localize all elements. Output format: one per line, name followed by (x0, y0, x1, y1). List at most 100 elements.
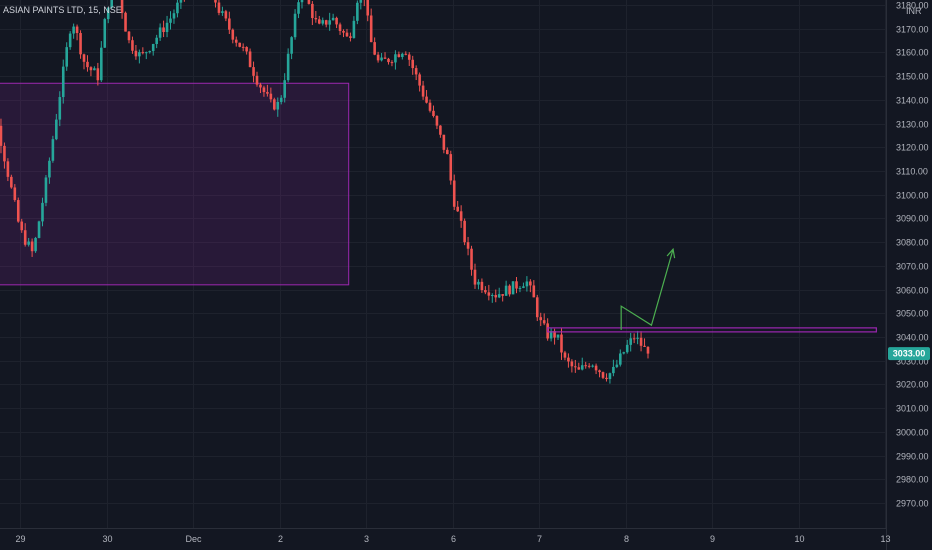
candle-body (286, 53, 290, 81)
candle-body (41, 202, 44, 222)
candle-body (169, 18, 172, 23)
candle-body (338, 24, 342, 31)
candle-body (442, 134, 446, 150)
candle-body (20, 221, 24, 231)
candle-body (359, 0, 363, 3)
candle-body (138, 52, 141, 57)
candle-body (217, 2, 221, 13)
drawing-layer[interactable] (0, 0, 877, 333)
candle-body (158, 27, 162, 38)
candle-body (535, 297, 539, 318)
time-tick-label: 7 (537, 534, 542, 544)
candle-body (594, 365, 598, 371)
candle-body (452, 180, 456, 207)
candle-body (345, 32, 349, 37)
candle-body (591, 365, 594, 367)
grid-layer (0, 0, 886, 528)
last-price-marker[interactable]: 3033.00 (888, 347, 930, 361)
candle-body (394, 54, 397, 63)
candle-body (221, 11, 224, 13)
candle-body (72, 26, 75, 34)
candle-body (490, 295, 494, 297)
candle-body (425, 96, 428, 103)
candle-body (328, 20, 331, 25)
projection-path[interactable] (620, 249, 674, 330)
candle-body (23, 230, 27, 245)
currency-label[interactable]: INR (906, 6, 922, 16)
candle-body (321, 20, 325, 24)
candle-body (574, 366, 577, 368)
candle-body (141, 52, 145, 54)
resistance-level-line[interactable] (547, 327, 877, 333)
candle-body (518, 287, 522, 289)
candle-body (3, 145, 6, 162)
candle-body (51, 139, 55, 161)
candle-body (44, 177, 48, 203)
candle-body (411, 59, 415, 69)
candle-body (622, 352, 626, 354)
candle-body (106, 7, 110, 20)
time-tick-label: 6 (451, 534, 456, 544)
candle-body (120, 0, 124, 13)
candle-body (58, 97, 62, 120)
candle-body (290, 37, 293, 54)
candle-body (463, 220, 466, 243)
supply-zone-rectangle[interactable] (0, 82, 350, 286)
candle-body (629, 338, 632, 345)
candle-body (48, 160, 51, 178)
candle-body (96, 68, 100, 81)
candle-body (473, 269, 477, 285)
candle-body (10, 176, 13, 188)
candle-body (134, 50, 138, 57)
candle-body (584, 365, 588, 367)
candle-body (639, 337, 643, 346)
price-tick-label: 3010.00 (896, 404, 929, 414)
price-tick-label: 3030.00 (896, 357, 929, 367)
price-tick-label: 2990.00 (896, 452, 929, 462)
zone-layer[interactable] (0, 82, 350, 286)
candle-body (266, 92, 269, 94)
candle-body (307, 0, 311, 4)
candle-body (124, 12, 127, 32)
candle-body (515, 281, 518, 289)
candle-body (608, 373, 612, 380)
candle-body (127, 31, 131, 41)
candle-body (529, 281, 532, 286)
candle-body (148, 51, 152, 53)
candle-body (449, 154, 453, 181)
price-tick-label: 3180.00 (896, 1, 929, 11)
candle-body (162, 27, 165, 33)
candle-body (234, 39, 238, 43)
candle-body (16, 200, 20, 222)
candle-body (501, 294, 504, 296)
candle-body (252, 67, 255, 76)
candle-body (155, 37, 158, 45)
candle-body (487, 292, 491, 296)
candle-body (373, 42, 376, 55)
candle-body (376, 54, 380, 61)
candle-body (366, 0, 370, 16)
candle-body (646, 346, 650, 354)
candle-body (179, 0, 183, 3)
candle-body (563, 352, 567, 358)
candle-body (93, 68, 96, 71)
price-tick-label: 3170.00 (896, 25, 929, 35)
candle-body (407, 54, 411, 60)
candle-body (300, 0, 304, 3)
candle-body (103, 19, 107, 48)
candle-body (494, 295, 498, 298)
price-tick-label: 3060.00 (896, 286, 929, 296)
candle-body (283, 80, 286, 98)
price-tick-label: 3150.00 (896, 72, 929, 82)
symbol-legend[interactable]: ASIAN PAINTS LTD, 15, NSE (3, 5, 122, 15)
candle-body (314, 18, 318, 20)
projection-arrowhead[interactable] (666, 247, 676, 259)
candle-body (404, 53, 408, 55)
candle-body (567, 357, 570, 362)
price-tick-label: 3050.00 (896, 309, 929, 319)
candle-body (241, 46, 245, 48)
candle-body (428, 102, 432, 111)
